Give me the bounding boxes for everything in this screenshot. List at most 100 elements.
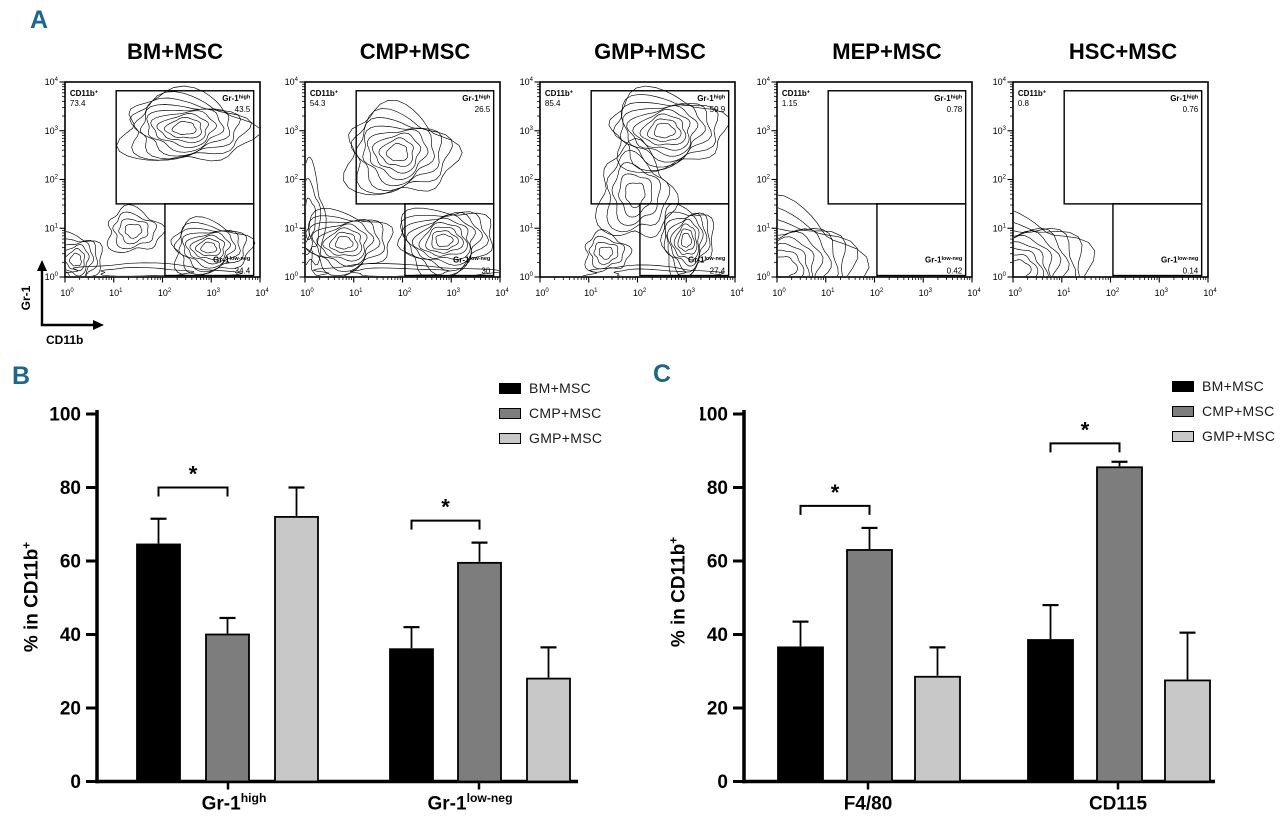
gr1-high-gate-label: Gr-1high bbox=[934, 94, 963, 103]
contour-ring bbox=[647, 118, 682, 143]
gr1-low-neg-gate-label: Gr-1low-neg bbox=[453, 256, 490, 265]
y-axis-tick-label: 20 bbox=[60, 699, 81, 720]
contour-ring bbox=[399, 211, 489, 276]
gr1-low-neg-gate bbox=[164, 203, 255, 277]
flow-plot-mep-msc: MEP+MSC 100 100 101 101 102 102 103 103 104 104 CD… bbox=[745, 40, 981, 302]
significance-asterisk: * bbox=[831, 480, 840, 505]
contour-ring bbox=[660, 203, 714, 276]
y-axis-tick-label: 101 bbox=[45, 223, 59, 233]
contour-ring bbox=[316, 223, 368, 262]
contour-ring bbox=[129, 91, 252, 161]
contour-ring bbox=[613, 93, 719, 172]
legend-c: BM+MSC CMP+MSC GMP+MSC bbox=[1172, 378, 1276, 444]
significance-bracket bbox=[799, 504, 871, 515]
plot-frame bbox=[539, 81, 736, 278]
cd11b-pos-gate-label: CD11b+ bbox=[70, 89, 98, 98]
contour-ring bbox=[1014, 222, 1083, 276]
plot-frame bbox=[1012, 81, 1209, 278]
bar-chart-c: 0 20 40 60 80 100 * * bbox=[700, 405, 1215, 793]
contour-ring bbox=[666, 214, 704, 267]
chart-c-category-cd115: CD115 bbox=[1088, 793, 1148, 815]
bar-bm-msc bbox=[777, 646, 824, 783]
x-axis-tick-label: 104 bbox=[730, 288, 744, 298]
chart-c-y-axis-title: % in CD11b+ bbox=[667, 536, 690, 648]
y-axis-tick-label: 100 bbox=[520, 272, 534, 282]
legend-label: CMP+MSC bbox=[1202, 403, 1275, 419]
legend-label: GMP+MSC bbox=[529, 430, 603, 446]
contour-ring bbox=[322, 227, 363, 257]
gr1-high-gate-label: Gr-1high bbox=[222, 94, 251, 103]
contour-ring bbox=[584, 229, 633, 273]
y-axis-tick-label: 40 bbox=[60, 625, 81, 646]
contour-ring bbox=[778, 219, 846, 276]
flow-plot-bm-msc: BM+MSC 100 100 101 101 102 102 103 103 104 104 CD1… bbox=[33, 40, 269, 302]
contour-ring bbox=[435, 233, 454, 247]
flow-plot-gmp-msc: GMP+MSC 100 100 101 101 102 102 103 103 104 104 CD… bbox=[508, 40, 744, 302]
contour-ring bbox=[124, 224, 143, 239]
legend-swatch-gmp bbox=[1172, 430, 1194, 442]
panel-c-label: C bbox=[653, 360, 672, 388]
contour-ring bbox=[116, 85, 259, 162]
contour-ring bbox=[626, 105, 699, 157]
legend-item: CMP+MSC bbox=[499, 405, 602, 421]
contour-ring bbox=[66, 238, 98, 276]
gr1-high-value: 59.9 bbox=[710, 105, 726, 114]
flow-y-axis-label: Gr-1 bbox=[20, 285, 33, 310]
legend-swatch-cmp bbox=[1172, 405, 1194, 417]
gr1-low-neg-value: 34.4 bbox=[235, 267, 251, 276]
legend-label: GMP+MSC bbox=[1202, 428, 1276, 444]
cd11b-pos-value: 85.4 bbox=[545, 99, 561, 108]
right-arrow-icon bbox=[93, 320, 104, 330]
contour-ring bbox=[681, 233, 692, 248]
contour-ring bbox=[778, 256, 798, 276]
cd11b-pos-value: 73.4 bbox=[70, 99, 86, 108]
contour-ring bbox=[1014, 254, 1039, 276]
contour-ring bbox=[778, 228, 832, 276]
legend-item: GMP+MSC bbox=[1172, 428, 1276, 444]
contour-ring bbox=[588, 235, 626, 270]
y-axis-tick-label: 100 bbox=[49, 405, 81, 426]
y-axis-tick-label: 103 bbox=[520, 126, 534, 136]
x-axis-tick-label: 102 bbox=[633, 288, 647, 298]
legend-swatch-bm bbox=[1172, 380, 1194, 392]
x-axis-tick-label: 102 bbox=[158, 288, 172, 298]
significance-bracket bbox=[1049, 442, 1121, 453]
y-axis-tick-label: 40 bbox=[707, 625, 728, 646]
contour-ring bbox=[311, 220, 375, 267]
y-axis-tick-label: 104 bbox=[285, 77, 299, 87]
y-axis-tick-label: 20 bbox=[707, 699, 728, 720]
bar-gmp-msc bbox=[914, 675, 961, 783]
legend-item: BM+MSC bbox=[499, 380, 602, 396]
contour-ring bbox=[306, 207, 394, 276]
contour-ring bbox=[778, 231, 824, 276]
contour-population bbox=[581, 85, 730, 276]
contour-ring bbox=[778, 228, 839, 276]
y-axis-tick-label: 101 bbox=[993, 223, 1007, 233]
contour-ring bbox=[1014, 230, 1062, 276]
contour-ring bbox=[406, 214, 476, 266]
contour-ring bbox=[664, 212, 708, 273]
significance-asterisk: * bbox=[1081, 417, 1090, 442]
gr1-low-neg-value: 30 bbox=[481, 267, 490, 276]
gr1-high-value: 43.5 bbox=[235, 105, 251, 114]
contour-ring bbox=[411, 217, 471, 260]
contour-population bbox=[306, 99, 499, 276]
contour-ring bbox=[362, 125, 435, 187]
flow-plot-hsc-msc: HSC+MSC 100 100 101 101 102 102 103 103 104 104 CD… bbox=[981, 40, 1217, 302]
chart-c-category-f480: F4/80 bbox=[843, 793, 893, 815]
contour-ring bbox=[306, 156, 327, 266]
y-axis-tick-label: 100 bbox=[993, 272, 1007, 282]
y-axis-tick-label: 60 bbox=[707, 552, 728, 573]
contour-ring bbox=[606, 149, 671, 233]
y-axis-tick-label: 80 bbox=[60, 478, 81, 499]
cd11b-pos-gate-label: CD11b+ bbox=[545, 89, 573, 98]
panel-b-label: B bbox=[12, 362, 31, 390]
contour-ring bbox=[618, 173, 653, 218]
x-axis-tick-label: 100 bbox=[300, 288, 314, 298]
contour-population bbox=[1014, 210, 1096, 276]
y-axis-tick-label: 102 bbox=[45, 175, 59, 185]
gr1-low-neg-gate bbox=[876, 203, 967, 277]
